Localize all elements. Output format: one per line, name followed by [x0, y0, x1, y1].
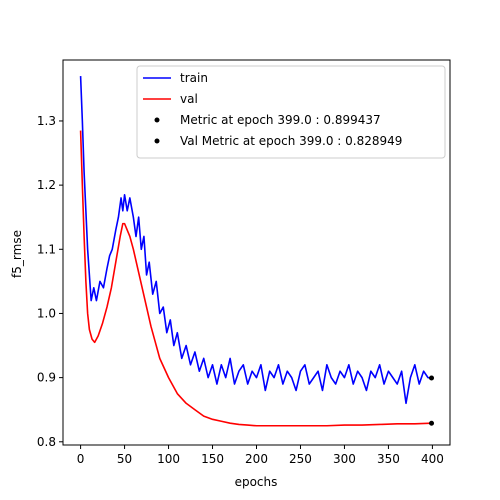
x-axis: 0 50 100 150 200 250 300 350 400 [77, 445, 444, 466]
x-axis-label: epochs [235, 475, 278, 489]
legend-entry-marker-2-swatch [154, 138, 160, 144]
legend-entry-val-label: val [180, 92, 198, 106]
x-tick-label: 50 [117, 452, 132, 466]
y-tick-label: 0.8 [37, 435, 56, 449]
legend-entry-marker-1-label: Metric at epoch 399.0 : 0.899437 [180, 113, 381, 127]
y-axis: 0.8 0.9 1.0 1.1 1.2 1.3 [37, 114, 63, 449]
x-tick-label: 250 [289, 452, 312, 466]
legend: train val Metric at epoch 399.0 : 0.899437… [136, 65, 446, 159]
y-tick-label: 1.2 [37, 178, 56, 192]
y-tick-label: 1.3 [37, 114, 56, 128]
series-line-val [79, 130, 432, 427]
y-tick-label: 1.0 [37, 306, 56, 320]
legend-entry-marker-2-label: Val Metric at epoch 399.0 : 0.828949 [180, 134, 402, 148]
y-tick-label: 0.9 [37, 371, 56, 385]
plot-area [62, 59, 451, 446]
x-tick-label: 150 [201, 452, 224, 466]
series-line-train [79, 76, 432, 405]
x-tick-label: 400 [421, 452, 444, 466]
x-tick-label: 200 [245, 452, 268, 466]
final-metric-marker-1 [429, 375, 435, 381]
legend-entry-marker-1-swatch [154, 117, 160, 123]
y-tick-label: 1.1 [37, 242, 56, 256]
final-metric-marker-2 [429, 420, 435, 426]
y-axis-label: f5_rmse [10, 230, 24, 278]
legend-entry-train-label: train [180, 71, 208, 85]
x-tick-label: 100 [157, 452, 180, 466]
x-tick-label: 350 [377, 452, 400, 466]
legend-box [136, 65, 446, 159]
x-tick-label: 300 [333, 452, 356, 466]
x-tick-label: 0 [77, 452, 85, 466]
